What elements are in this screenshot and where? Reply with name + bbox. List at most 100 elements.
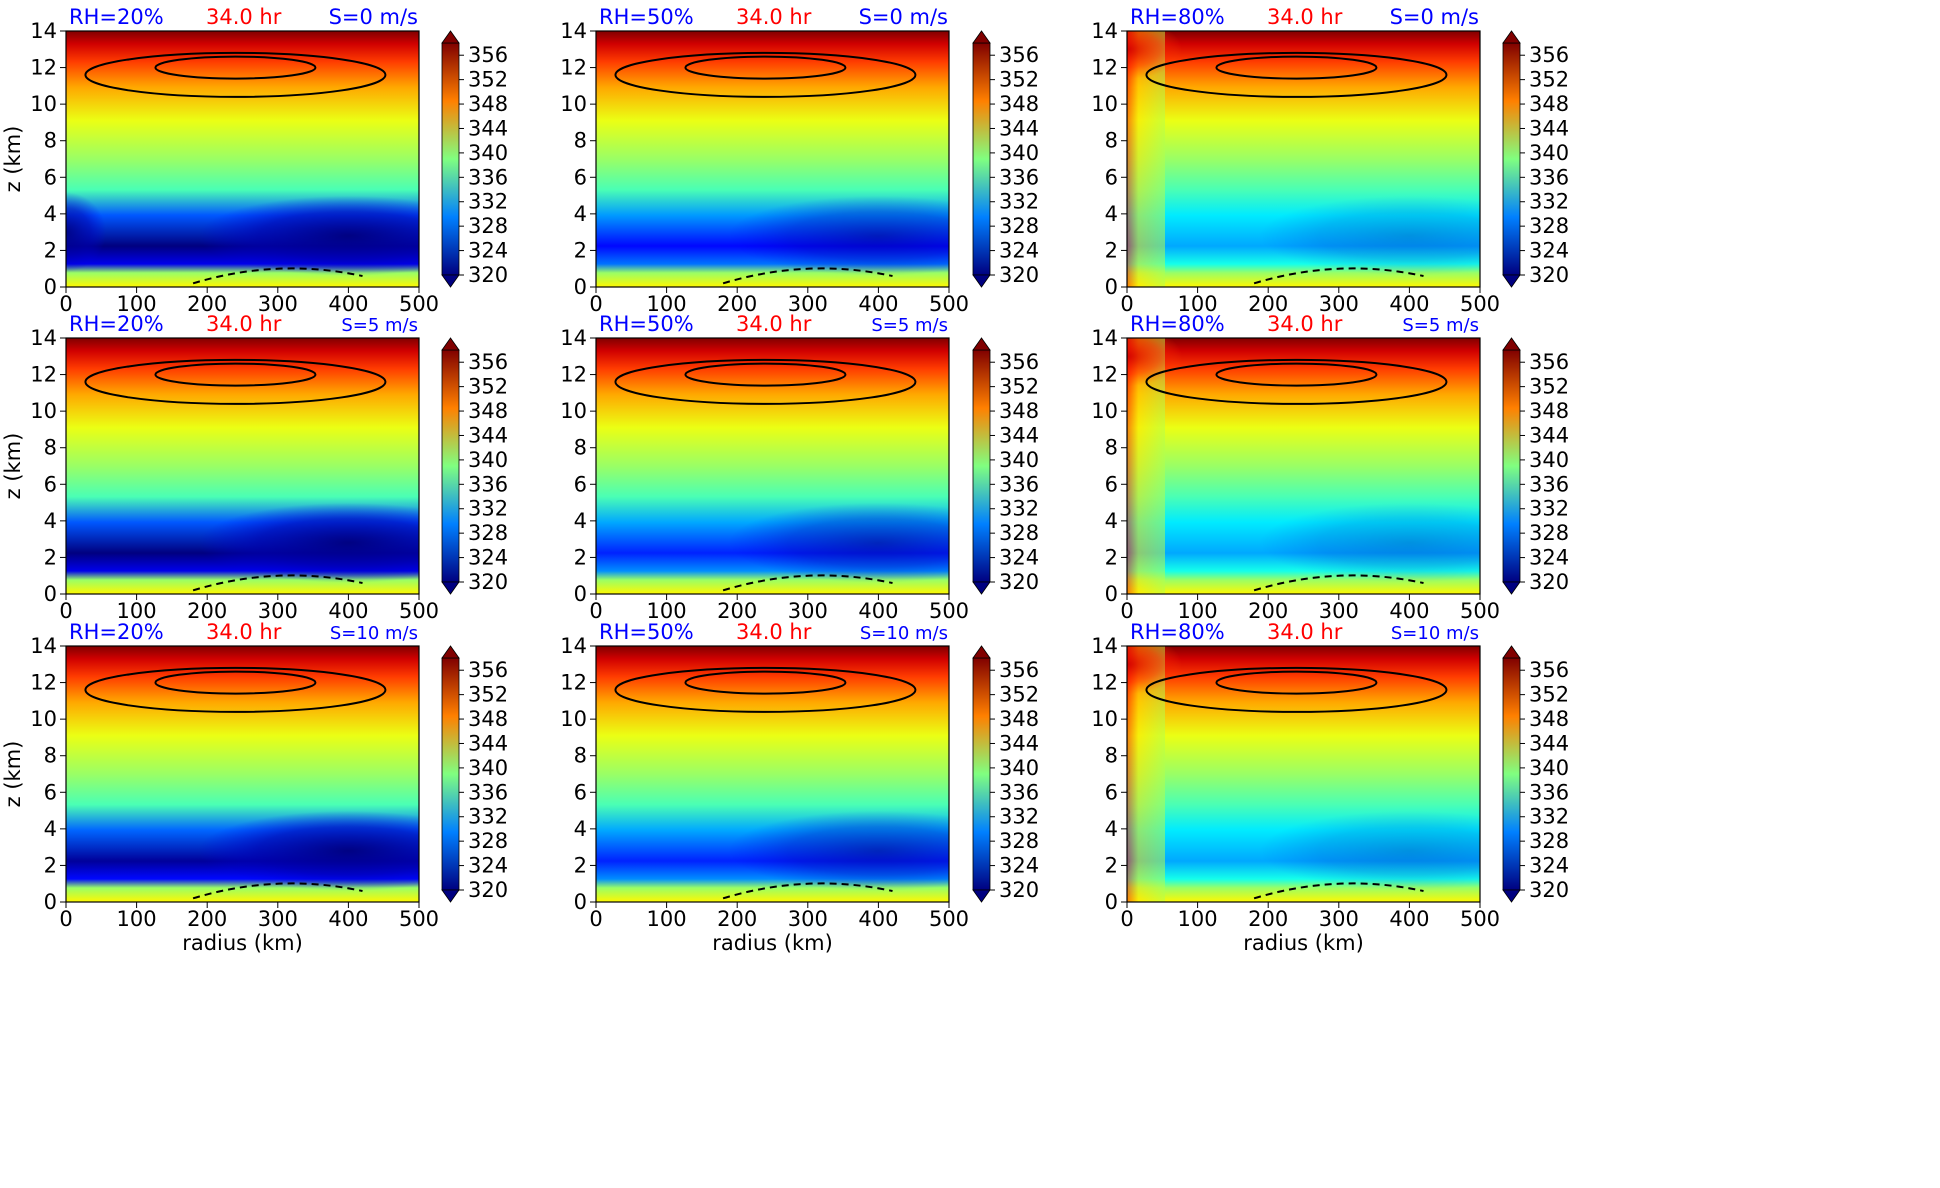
- colorbar-tick-label: 348: [1529, 399, 1569, 423]
- y-tick-label: 10: [1091, 399, 1118, 423]
- field: [596, 31, 949, 287]
- colorbar-tick-label: 324: [468, 854, 508, 878]
- colorbar-tick-label: 332: [1529, 190, 1569, 214]
- y-tick-label: 8: [1105, 744, 1118, 768]
- colorbar-tick-label: 336: [468, 472, 508, 496]
- contour-negative: [192, 882, 363, 900]
- x-tick-label: 100: [117, 599, 157, 623]
- colorbar-tick-label: 340: [1529, 141, 1569, 165]
- colorbar-tick-label: 328: [468, 214, 508, 238]
- colorbar-extend-top: [441, 30, 460, 44]
- panel-title-shear: S=10 m/s: [1391, 623, 1479, 644]
- y-tick-label: 2: [1105, 545, 1118, 569]
- y-tick-label: 10: [1091, 707, 1118, 731]
- field: [66, 31, 419, 287]
- y-tick-label: 14: [560, 19, 587, 43]
- contours: [84, 358, 387, 592]
- y-tick-label: 4: [1105, 509, 1118, 533]
- colorbar-tick-label: 348: [999, 707, 1039, 731]
- y-tick-label: 6: [1105, 165, 1118, 189]
- panel-2-2: 0 100 200 300 400 500 0 2 4 6 8 10 12 14 RH=50% 34.0 hr…: [560, 312, 969, 623]
- colorbar-tick-label: 352: [1529, 68, 1569, 92]
- cold-pool: [728, 195, 949, 276]
- y-tick-label: 6: [1105, 472, 1118, 496]
- colorbar-tick-label: 352: [999, 68, 1039, 92]
- contour-outer: [614, 666, 917, 713]
- axes-frame: [595, 645, 950, 903]
- x-axis-label: radius (km): [712, 931, 833, 955]
- colorbar-extend-top: [441, 337, 460, 351]
- panel-1-3: 0 100 200 300 400 500 0 2 4 6 8 10 12 14 RH=80% 34.0 hr…: [1091, 5, 1500, 316]
- cold-pool: [728, 502, 949, 583]
- x-tick-label: 100: [1178, 907, 1218, 931]
- x-tick-label: 0: [1120, 292, 1133, 316]
- contour-inner: [684, 362, 847, 387]
- panel-title-time: 34.0 hr: [1267, 312, 1343, 336]
- colorbar-tick-label: 352: [1529, 683, 1569, 707]
- panel-title-rh: RH=20%: [69, 5, 164, 29]
- axes-frame: [1126, 645, 1481, 903]
- y-tick-label: 14: [1091, 19, 1118, 43]
- contour-outer: [614, 51, 917, 98]
- colorbar-extend-top: [1502, 645, 1521, 659]
- cold-pool: [198, 195, 419, 276]
- contour-negative: [722, 882, 893, 900]
- contour-inner: [1215, 670, 1378, 695]
- colorbar-tick-label: 324: [1529, 546, 1569, 570]
- panel-2-3: 0 100 200 300 400 500 0 2 4 6 8 10 12 14 RH=80% 34.0 hr…: [1091, 312, 1500, 623]
- colorbar-tick-label: 320: [468, 263, 508, 287]
- x-tick-label: 200: [187, 599, 227, 623]
- x-tick-label: 500: [929, 292, 969, 316]
- x-tick-label: 500: [1460, 292, 1500, 316]
- y-tick-label: 8: [1105, 129, 1118, 153]
- contour-negative: [1253, 267, 1424, 285]
- y-tick-label: 0: [574, 890, 587, 914]
- x-tick-label: 100: [647, 907, 687, 931]
- colorbar-tick-label: 328: [1529, 214, 1569, 238]
- colorbar-tick-label: 324: [999, 239, 1039, 263]
- colorbar-extend-top: [972, 30, 991, 44]
- x-tick-label: 0: [1120, 599, 1133, 623]
- contour-negative: [192, 574, 363, 592]
- cold-pool: [198, 502, 419, 583]
- y-tick-label: 4: [574, 509, 587, 533]
- x-tick-label: 500: [1460, 907, 1500, 931]
- axes-frame: [595, 337, 950, 595]
- contour-negative: [722, 574, 893, 592]
- contour-inner: [154, 55, 317, 80]
- y-tick-label: 8: [574, 744, 587, 768]
- y-tick-label: 12: [560, 363, 587, 387]
- panel-title-time: 34.0 hr: [1267, 5, 1343, 29]
- x-tick-label: 500: [929, 907, 969, 931]
- colorbar-tick-label: 348: [999, 92, 1039, 116]
- panel-title-shear: S=0 m/s: [329, 5, 418, 29]
- panel-3-1: 0 100 200 300 400 500 0 2 4 6 8 10 12 14 RH=20% 34.0 hr…: [1, 620, 439, 955]
- field: [1127, 31, 1480, 287]
- colorbar-extend-top: [972, 337, 991, 351]
- colorbar-tick-label: 328: [468, 829, 508, 853]
- y-tick-label: 2: [44, 853, 57, 877]
- axes-frame: [65, 645, 420, 903]
- colorbar-tick-label: 356: [1529, 43, 1569, 67]
- y-tick-label: 8: [574, 436, 587, 460]
- y-tick-label: 12: [560, 671, 587, 695]
- y-tick-label: 14: [30, 19, 57, 43]
- warm-core-top: [1127, 338, 1182, 387]
- colorbar-tick-label: 348: [468, 92, 508, 116]
- colorbar-tick-label: 340: [468, 141, 508, 165]
- colorbar-tick-label: 340: [1529, 756, 1569, 780]
- contour-outer: [84, 51, 387, 98]
- y-tick-label: 2: [44, 238, 57, 262]
- colorbar-tick-label: 356: [468, 43, 508, 67]
- x-tick-label: 0: [589, 292, 602, 316]
- panel-title-time: 34.0 hr: [736, 620, 812, 644]
- y-tick-label: 10: [560, 92, 587, 116]
- colorbar-body: [441, 42, 460, 276]
- colorbar-tick-label: 340: [1529, 448, 1569, 472]
- panel-title-rh: RH=20%: [69, 620, 164, 644]
- colorbar-extend-bottom: [441, 889, 460, 903]
- colorbar-tick-label: 324: [1529, 239, 1569, 263]
